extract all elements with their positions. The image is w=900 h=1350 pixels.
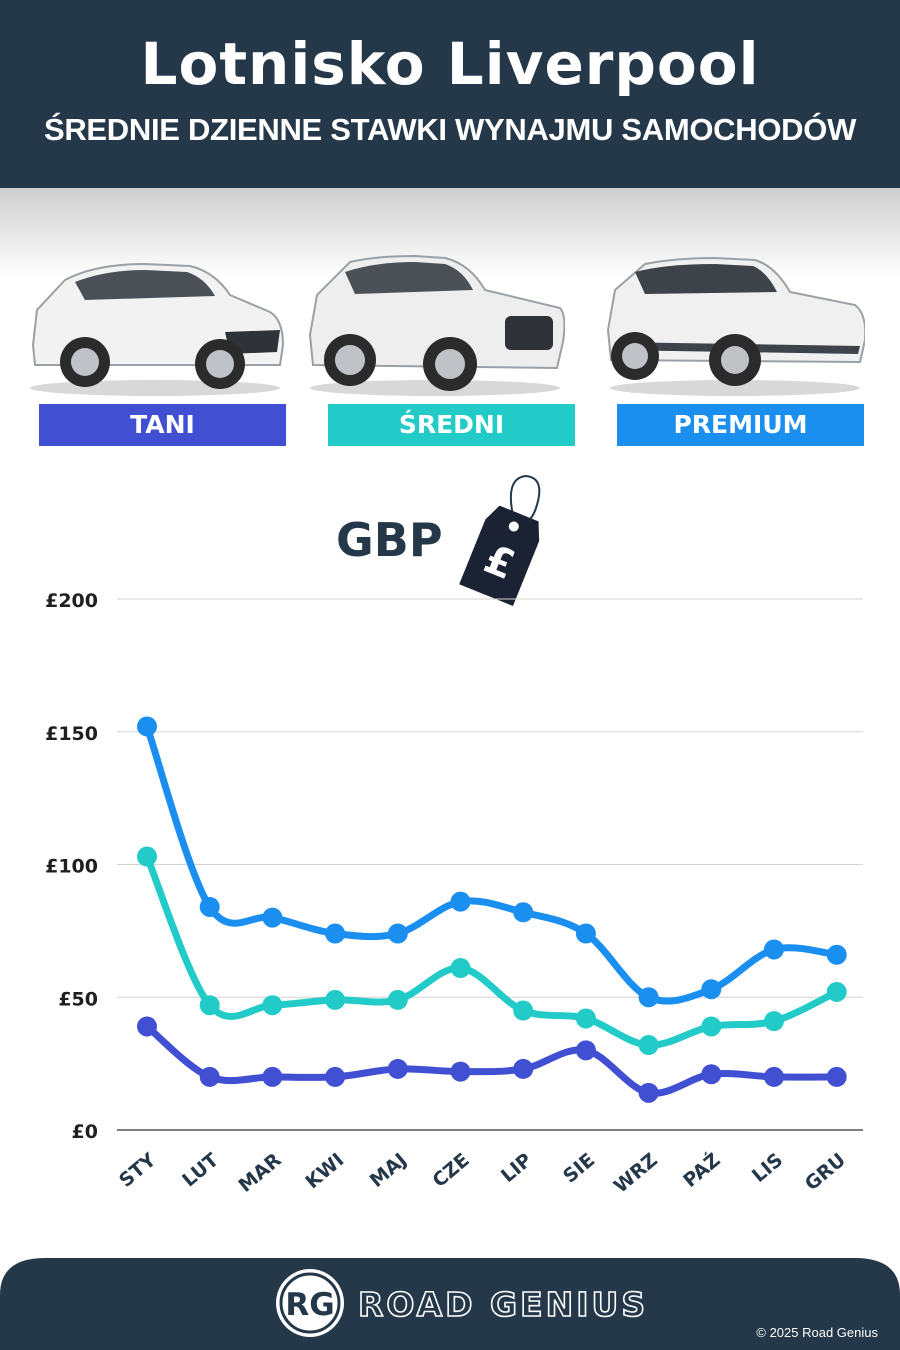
data-point-średni: [638, 1035, 659, 1056]
data-point-tani: [325, 1066, 346, 1087]
y-axis-ticks: £0 £50 £100 £150 £200: [45, 590, 98, 1143]
data-point-premium: [199, 896, 220, 917]
data-point-średni: [701, 1016, 722, 1037]
data-point-tani: [262, 1066, 283, 1087]
data-point-tani: [638, 1082, 659, 1103]
data-point-premium: [513, 902, 534, 923]
data-point-premium: [262, 907, 283, 928]
price-tag-icon: £: [459, 474, 541, 606]
page-title: Lotnisko Liverpool: [140, 30, 760, 98]
x-tick-label: LUT: [178, 1149, 223, 1191]
x-tick-label: LIP: [497, 1149, 537, 1187]
x-tick-label: KWI: [301, 1149, 348, 1193]
data-point-premium: [325, 923, 346, 944]
brand-logo-initials: RG: [285, 1287, 334, 1323]
x-tick-label: SIE: [559, 1149, 599, 1188]
data-point-średni: [325, 989, 346, 1010]
data-point-tani: [387, 1058, 408, 1079]
data-point-premium: [701, 979, 722, 1000]
data-point-tani: [137, 1016, 157, 1037]
series-line-premium: [143, 722, 841, 1005]
grid-lines: [117, 598, 863, 1131]
category-badge-sredni: ŚREDNI: [328, 404, 575, 446]
series-lines: [137, 716, 847, 1103]
data-point-średni: [137, 846, 157, 867]
x-tick-label: STY: [115, 1149, 160, 1192]
x-tick-label: MAJ: [366, 1149, 411, 1192]
brand-logo-circle: [276, 1269, 344, 1337]
data-point-premium: [826, 944, 847, 965]
data-point-premium: [638, 987, 659, 1008]
x-tick-label: GRU: [801, 1149, 850, 1195]
x-tick-label: WRZ: [610, 1149, 662, 1198]
x-tick-label: MAR: [235, 1149, 286, 1197]
category-label-premium: PREMIUM: [673, 410, 808, 439]
series-line-średni: [143, 853, 841, 1049]
brand-name: ROAD GENIUS: [358, 1285, 648, 1324]
copyright-text: © 2025 Road Genius: [756, 1325, 878, 1340]
hatchback-car-image: [30, 262, 285, 396]
data-point-średni: [262, 995, 283, 1016]
category-label-sredni: ŚREDNI: [398, 410, 505, 439]
data-point-tani: [764, 1066, 784, 1087]
series-line-tani: [143, 1022, 841, 1097]
category-badge-tani: TANI: [39, 404, 286, 446]
data-point-premium: [575, 923, 596, 944]
y-tick-label: £200: [45, 590, 98, 612]
data-point-średni: [450, 958, 471, 979]
data-point-średni: [764, 1011, 784, 1032]
y-tick-label: £0: [72, 1121, 98, 1143]
category-badge-premium: PREMIUM: [617, 404, 864, 446]
premium-suv-car-image: [606, 256, 865, 396]
y-tick-label: £50: [58, 988, 98, 1010]
data-point-tani: [450, 1061, 471, 1082]
data-point-średni: [513, 1000, 534, 1021]
data-point-premium: [387, 923, 408, 944]
category-label-tani: TANI: [130, 410, 195, 439]
data-point-średni: [387, 989, 408, 1010]
x-tick-label: LIS: [748, 1149, 787, 1187]
footer-bar: RG ROAD GENIUS: [0, 1258, 900, 1350]
data-point-średni: [826, 981, 847, 1002]
line-chart: £0£50£100£150£200 STY LUT MAR KWI MAJ CZE LIP S…: [45, 590, 863, 1198]
y-tick-label: £150: [45, 723, 98, 745]
x-tick-label: PAŹ: [679, 1148, 725, 1192]
data-point-premium: [137, 716, 157, 737]
data-point-premium: [764, 939, 784, 960]
data-point-średni: [575, 1008, 596, 1029]
data-point-tani: [701, 1064, 722, 1085]
currency-label: GBP: [336, 513, 443, 567]
page-subtitle: ŚREDNIE DZIENNE STAWKI WYNAJMU SAMOCHODÓ…: [43, 112, 857, 147]
y-tick-label: £100: [45, 856, 98, 878]
x-axis-ticks: STY LUT MAR KWI MAJ CZE LIP SIE WRZ PAŹ LIS GRU: [115, 1148, 850, 1197]
data-point-średni: [199, 995, 220, 1016]
x-tick-label: CZE: [428, 1149, 473, 1192]
data-point-tani: [513, 1058, 534, 1079]
data-point-premium: [450, 891, 471, 912]
data-point-tani: [826, 1066, 847, 1087]
data-point-tani: [575, 1040, 596, 1061]
suv-car-image: [308, 254, 565, 396]
header-banner: Lotnisko Liverpool ŚREDNIE DZIENNE STAWK…: [0, 0, 900, 188]
data-point-tani: [199, 1066, 220, 1087]
